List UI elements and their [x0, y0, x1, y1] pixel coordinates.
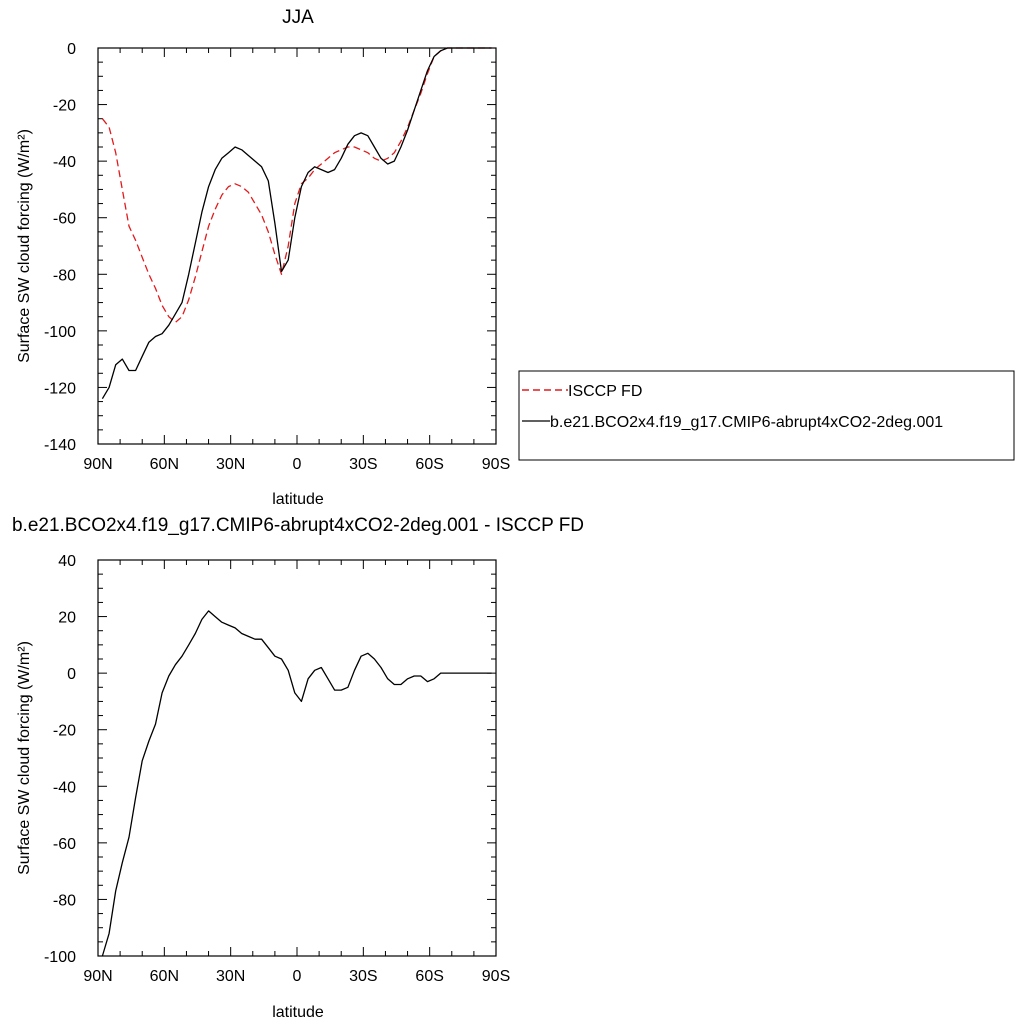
y-tick-label: -80: [53, 267, 76, 284]
series-line-1: [101, 47, 492, 400]
y-tick-label: -20: [53, 98, 76, 115]
axis-ticks: 90N 60N 30N 0 30S 60S 90S 0 -20 -40 -60 -80 -100 -120…: [44, 41, 510, 473]
plot-frame: [97, 47, 497, 445]
x-tick-label: 60S: [415, 968, 443, 985]
x-tick-label: 60N: [150, 456, 179, 473]
y-tick-label: 20: [58, 610, 76, 627]
series-lines: [101, 610, 492, 957]
y-tick-label: -40: [53, 154, 76, 171]
x-tick-label: 30N: [216, 968, 245, 985]
x-tick-label: 60N: [150, 968, 179, 985]
x-axis-label: latitude: [272, 491, 324, 508]
series-lines: [101, 47, 492, 400]
y-tick-label: -100: [44, 324, 76, 341]
x-tick-label: 90S: [482, 456, 510, 473]
y-axis-label: Surface SW cloud forcing (W/m²): [16, 129, 33, 363]
legend-label-isccp: ISCCP FD: [568, 383, 642, 400]
x-tick-label: 90N: [83, 968, 112, 985]
y-tick-label: 0: [67, 666, 76, 683]
series-line-0: [101, 47, 492, 324]
x-axis-label: latitude: [272, 1004, 324, 1021]
y-axis-label: Surface SW cloud forcing (W/m²): [16, 641, 33, 875]
x-tick-label: 90S: [482, 968, 510, 985]
plot-frame: [97, 559, 497, 957]
x-tick-label: 90N: [83, 456, 112, 473]
panel-difference: b.e21.BCO2x4.f19_g17.CMIP6-abrupt4xCO2-2…: [12, 515, 584, 1021]
x-tick-label: 0: [293, 456, 302, 473]
y-tick-label: -60: [53, 836, 76, 853]
x-tick-label: 60S: [415, 456, 443, 473]
y-tick-label: -80: [53, 892, 76, 909]
chart-title: JJA: [282, 7, 314, 28]
y-tick-label: -60: [53, 211, 76, 228]
x-tick-label: 0: [293, 968, 302, 985]
legend-label-model: b.e21.BCO2x4.f19_g17.CMIP6-abrupt4xCO2-2…: [550, 414, 943, 431]
legend-box: [518, 370, 1015, 461]
y-tick-label: -120: [44, 380, 76, 397]
legend: ISCCP FD b.e21.BCO2x4.f19_g17.CMIP6-abru…: [518, 370, 1015, 461]
y-tick-label: -140: [44, 437, 76, 454]
y-tick-label: -100: [44, 949, 76, 966]
x-tick-label: 30S: [349, 968, 377, 985]
y-tick-label: -40: [53, 779, 76, 796]
series-line-0: [101, 610, 492, 957]
y-tick-label: 0: [67, 41, 76, 58]
x-tick-label: 30S: [349, 456, 377, 473]
panel-jja: JJA 90N 60N 30N 0 30S 60S 90S 0 -20 -40 -60 -80 -100…: [16, 7, 1015, 508]
x-tick-label: 30N: [216, 456, 245, 473]
y-tick-label: 40: [58, 553, 76, 570]
axis-ticks: 90N 60N 30N 0 30S 60S 90S 40 20 0 -20 -40 -60 -80 -100: [44, 553, 510, 985]
y-tick-label: -20: [53, 723, 76, 740]
chart-title: b.e21.BCO2x4.f19_g17.CMIP6-abrupt4xCO2-2…: [12, 515, 584, 536]
